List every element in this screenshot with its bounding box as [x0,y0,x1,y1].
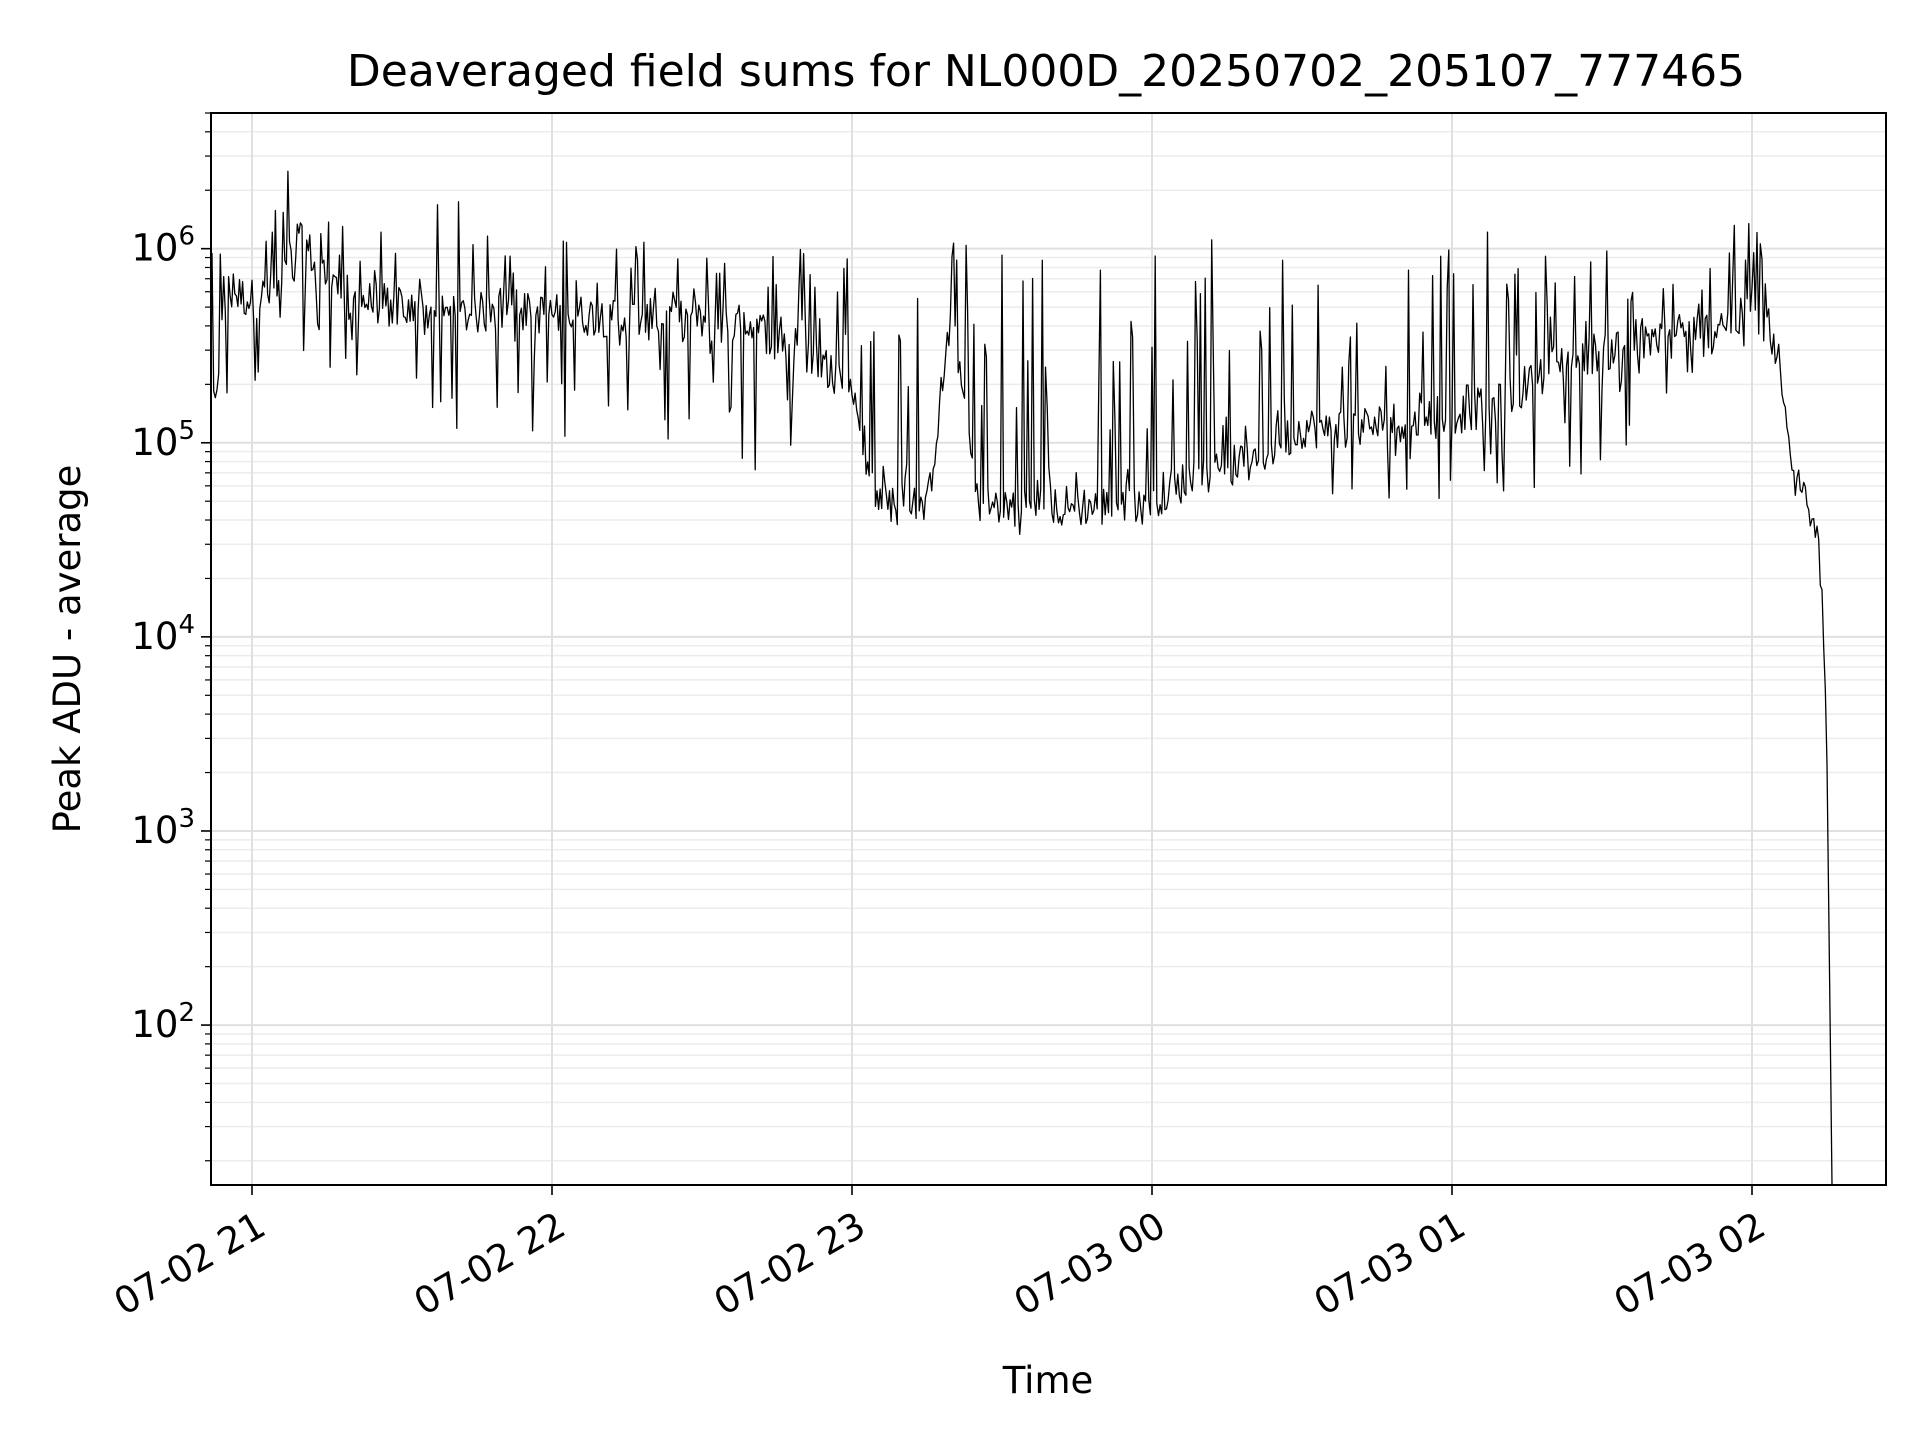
y-tick-label-base: 10 [131,1003,178,1046]
x-tick-label: 07-03 00 [1007,1204,1173,1324]
y-tick-label: 102 [131,998,195,1046]
y-tick-label: 103 [131,804,195,852]
y-tick-label-base: 10 [131,809,178,852]
x-tick-label: 07-02 23 [707,1204,873,1324]
y-tick-label-base: 10 [131,421,178,464]
y-tick-label-base: 10 [131,615,178,658]
grid [211,112,1886,1185]
plot-area-frame [210,112,1887,1186]
y-axis-label: Peak ADU - average [46,465,89,834]
y-tick-label-exponent: 3 [178,804,195,834]
y-tick-label: 105 [131,416,195,464]
x-tick-label: 07-02 22 [407,1204,573,1324]
series-layer [211,170,1833,1185]
x-axis: 07-02 21 07-02 22 07-02 23 07-03 00 07-03 01… [107,1185,1773,1324]
x-tick-label: 07-03 01 [1307,1204,1473,1324]
y-tick-label-exponent: 5 [178,416,195,446]
x-axis-label: Time [1002,1359,1094,1402]
y-tick-label-exponent: 2 [178,998,195,1028]
y-tick-label-base: 10 [131,227,178,270]
y-tick-label-exponent: 6 [178,222,195,252]
y-tick-label-exponent: 4 [178,610,195,640]
chart-title: Deaveraged field sums for NL000D_2025070… [347,46,1745,97]
y-tick-label: 106 [131,222,195,270]
x-tick-label: 07-02 21 [107,1204,273,1324]
y-tick-label: 104 [131,610,195,658]
series-line [211,170,1833,1185]
x-tick-label: 07-03 02 [1607,1204,1773,1324]
